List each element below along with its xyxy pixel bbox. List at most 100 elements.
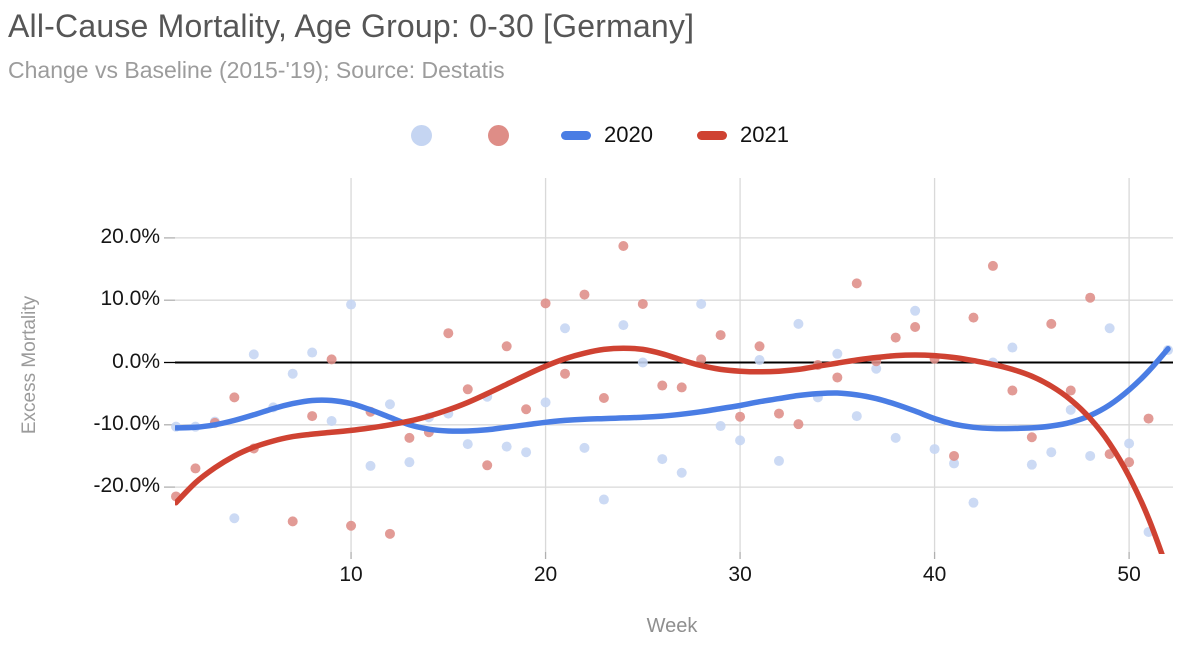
scatter-point-2020-week-42[interactable] xyxy=(968,497,979,508)
scatter-point-2021-week-28[interactable] xyxy=(696,354,707,365)
scatter-point-2021-week-51[interactable] xyxy=(1143,413,1154,424)
scatter-point-2020-week-31[interactable] xyxy=(754,355,765,366)
scatter-point-2020-week-5[interactable] xyxy=(248,349,259,360)
scatter-point-2020-week-4[interactable] xyxy=(229,513,240,524)
scatter-point-2021-week-35[interactable] xyxy=(832,372,843,383)
scatter-point-2020-week-37[interactable] xyxy=(871,363,882,374)
scatter-point-2021-week-2[interactable] xyxy=(190,463,201,474)
scatter-point-2021-week-9[interactable] xyxy=(326,354,337,365)
scatter-point-2021-week-38[interactable] xyxy=(890,332,901,343)
legend-item-2021[interactable]: 2021 xyxy=(697,122,789,148)
scatter-point-2020-week-18[interactable] xyxy=(501,441,512,452)
scatter-point-2020-week-33[interactable] xyxy=(793,318,804,329)
scatter-point-2020-week-40[interactable] xyxy=(929,444,940,455)
scatter-point-2021-week-30[interactable] xyxy=(735,411,746,422)
scatter-point-2021-week-26[interactable] xyxy=(657,380,668,391)
scatter-point-2021-week-23[interactable] xyxy=(598,393,609,404)
scatter-point-2021-week-29[interactable] xyxy=(715,330,726,341)
scatter-point-2021-week-17[interactable] xyxy=(482,460,493,471)
scatter-point-2020-week-23[interactable] xyxy=(598,494,609,505)
scatter-point-2020-week-38[interactable] xyxy=(890,432,901,443)
x-tick-label-10: 10 xyxy=(339,563,363,586)
scatter-point-2021-week-39[interactable] xyxy=(910,321,921,332)
x-tick-label-20: 20 xyxy=(533,563,558,586)
legend-dot-2021-scatter-icon[interactable] xyxy=(488,124,510,146)
scatter-point-2021-week-32[interactable] xyxy=(773,408,784,419)
scatter-point-2021-week-33[interactable] xyxy=(793,419,804,430)
scatter-point-2020-week-26[interactable] xyxy=(657,454,668,465)
scatter-point-2021-week-44[interactable] xyxy=(1007,385,1018,396)
scatter-point-2020-week-46[interactable] xyxy=(1046,447,1057,458)
scatter-point-2021-week-4[interactable] xyxy=(229,392,240,403)
scatter-point-2021-week-18[interactable] xyxy=(501,341,512,352)
scatter-point-2021-week-13[interactable] xyxy=(404,432,415,443)
x-tick-label-40: 40 xyxy=(922,563,947,586)
scatter-point-2021-week-42[interactable] xyxy=(968,312,979,323)
scatter-point-2021-week-24[interactable] xyxy=(618,240,629,251)
scatter-point-2020-week-7[interactable] xyxy=(287,368,298,379)
legend-item-2020[interactable]: 2020 xyxy=(561,122,653,148)
scatter-point-2020-week-49[interactable] xyxy=(1104,323,1115,334)
scatter-point-2020-week-35[interactable] xyxy=(832,348,843,359)
scatter-point-2020-week-30[interactable] xyxy=(735,435,746,446)
scatter-point-2021-week-36[interactable] xyxy=(851,278,862,289)
scatter-point-2021-week-43[interactable] xyxy=(987,260,998,271)
scatter-point-2020-week-44[interactable] xyxy=(1007,342,1018,353)
scatter-point-2020-week-13[interactable] xyxy=(404,457,415,468)
scatter-point-2020-week-28[interactable] xyxy=(696,298,707,309)
scatter-point-2020-week-47[interactable] xyxy=(1065,404,1076,415)
scatter-point-2021-week-46[interactable] xyxy=(1046,318,1057,329)
scatter-point-2021-week-7[interactable] xyxy=(287,516,298,527)
scatter-point-2021-week-22[interactable] xyxy=(579,289,590,300)
scatter-point-2021-week-50[interactable] xyxy=(1124,457,1135,468)
scatter-point-2020-week-36[interactable] xyxy=(851,411,862,422)
scatter-point-2020-week-10[interactable] xyxy=(346,299,357,310)
legend-dot-2020-scatter-icon[interactable] xyxy=(411,124,433,146)
chart-title: All-Cause Mortality, Age Group: 0-30 [Ge… xyxy=(8,8,695,44)
scatter-point-2021-week-21[interactable] xyxy=(560,368,571,379)
scatter-point-2021-week-27[interactable] xyxy=(676,382,687,393)
scatter-point-2020-week-25[interactable] xyxy=(637,357,648,368)
scatter-point-2020-week-19[interactable] xyxy=(521,447,532,458)
scatter-point-2020-week-24[interactable] xyxy=(618,320,629,331)
scatter-point-2021-week-41[interactable] xyxy=(949,450,960,461)
scatter-point-2020-week-27[interactable] xyxy=(676,467,687,478)
scatter-point-2021-week-12[interactable] xyxy=(384,528,395,539)
scatter-point-2021-week-16[interactable] xyxy=(462,384,473,395)
trend-line-2021[interactable] xyxy=(175,345,1168,571)
legend-line-swatch-2021-icon xyxy=(697,130,727,140)
scatter-point-2020-week-20[interactable] xyxy=(540,397,551,408)
scatter-point-2020-week-45[interactable] xyxy=(1026,459,1037,470)
scatter-point-2020-week-29[interactable] xyxy=(715,421,726,432)
x-tick-label-30: 30 xyxy=(728,563,752,586)
scatter-point-2021-week-45[interactable] xyxy=(1026,432,1037,443)
scatter-point-2021-week-25[interactable] xyxy=(637,298,648,309)
legend-label-2021: 2021 xyxy=(740,122,789,147)
scatter-point-2021-week-47[interactable] xyxy=(1065,385,1076,396)
x-tick-label-50: 50 xyxy=(1117,563,1141,586)
scatter-point-2021-week-8[interactable] xyxy=(307,411,318,422)
scatter-point-2020-week-21[interactable] xyxy=(560,323,571,334)
scatter-point-2021-week-15[interactable] xyxy=(443,328,454,339)
trend-line-2020[interactable] xyxy=(175,346,1171,434)
scatter-point-2020-week-39[interactable] xyxy=(910,305,921,316)
scatter-point-2021-week-10[interactable] xyxy=(346,520,357,531)
scatter-point-2020-week-9[interactable] xyxy=(326,416,337,427)
legend: 2020 2021 xyxy=(0,116,1200,154)
scatter-point-2021-week-48[interactable] xyxy=(1085,292,1096,303)
scatter-point-2020-week-12[interactable] xyxy=(384,399,395,410)
scatter-point-2021-week-19[interactable] xyxy=(521,404,532,415)
scatter-point-2020-week-11[interactable] xyxy=(365,460,376,471)
y-tick-label--10.0%: -10.0% xyxy=(93,411,160,435)
x-axis-title: Week xyxy=(646,615,698,637)
scatter-point-2020-week-16[interactable] xyxy=(462,439,473,450)
scatter-point-2020-week-50[interactable] xyxy=(1124,438,1135,449)
scatter-point-2020-week-8[interactable] xyxy=(307,347,318,358)
scatter-point-2020-week-48[interactable] xyxy=(1085,450,1096,461)
scatter-point-2021-week-20[interactable] xyxy=(540,298,551,309)
y-tick-label-10.0%: 10.0% xyxy=(100,287,160,311)
scatter-point-2020-week-41[interactable] xyxy=(949,458,960,469)
scatter-point-2021-week-31[interactable] xyxy=(754,341,765,352)
scatter-point-2020-week-32[interactable] xyxy=(773,455,784,466)
scatter-point-2020-week-22[interactable] xyxy=(579,442,590,453)
